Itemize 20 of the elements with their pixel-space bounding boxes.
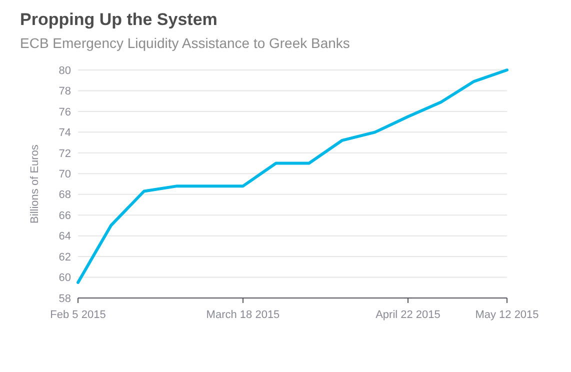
y-tick-label: 76 xyxy=(58,106,71,118)
chart-title: Propping Up the System xyxy=(20,10,218,29)
x-tick-label: Feb 5 2015 xyxy=(50,309,106,321)
y-tick-label: 62 xyxy=(58,251,71,264)
y-tick-label: 80 xyxy=(58,64,71,77)
y-tick-label: 72 xyxy=(58,148,71,160)
y-tick-label: 64 xyxy=(58,230,71,243)
y-axis-title: Billions of Euros xyxy=(29,144,41,224)
y-tick-label: 66 xyxy=(58,210,71,222)
y-tick-label: 70 xyxy=(58,168,71,180)
y-tick-label: 74 xyxy=(58,127,71,140)
chart-subtitle: ECB Emergency Liquidity Assistance to Greek Banks xyxy=(20,35,350,51)
x-tick-label: May 12 2015 xyxy=(475,309,539,321)
x-tick-label: April 22 2015 xyxy=(376,309,440,321)
y-tick-label: 58 xyxy=(58,292,71,305)
line-series xyxy=(76,68,508,284)
y-tick-label: 60 xyxy=(58,272,71,284)
y-tick-label: 78 xyxy=(58,86,71,98)
x-tick-label: March 18 2015 xyxy=(206,309,280,321)
y-tick-label: 68 xyxy=(58,189,71,202)
